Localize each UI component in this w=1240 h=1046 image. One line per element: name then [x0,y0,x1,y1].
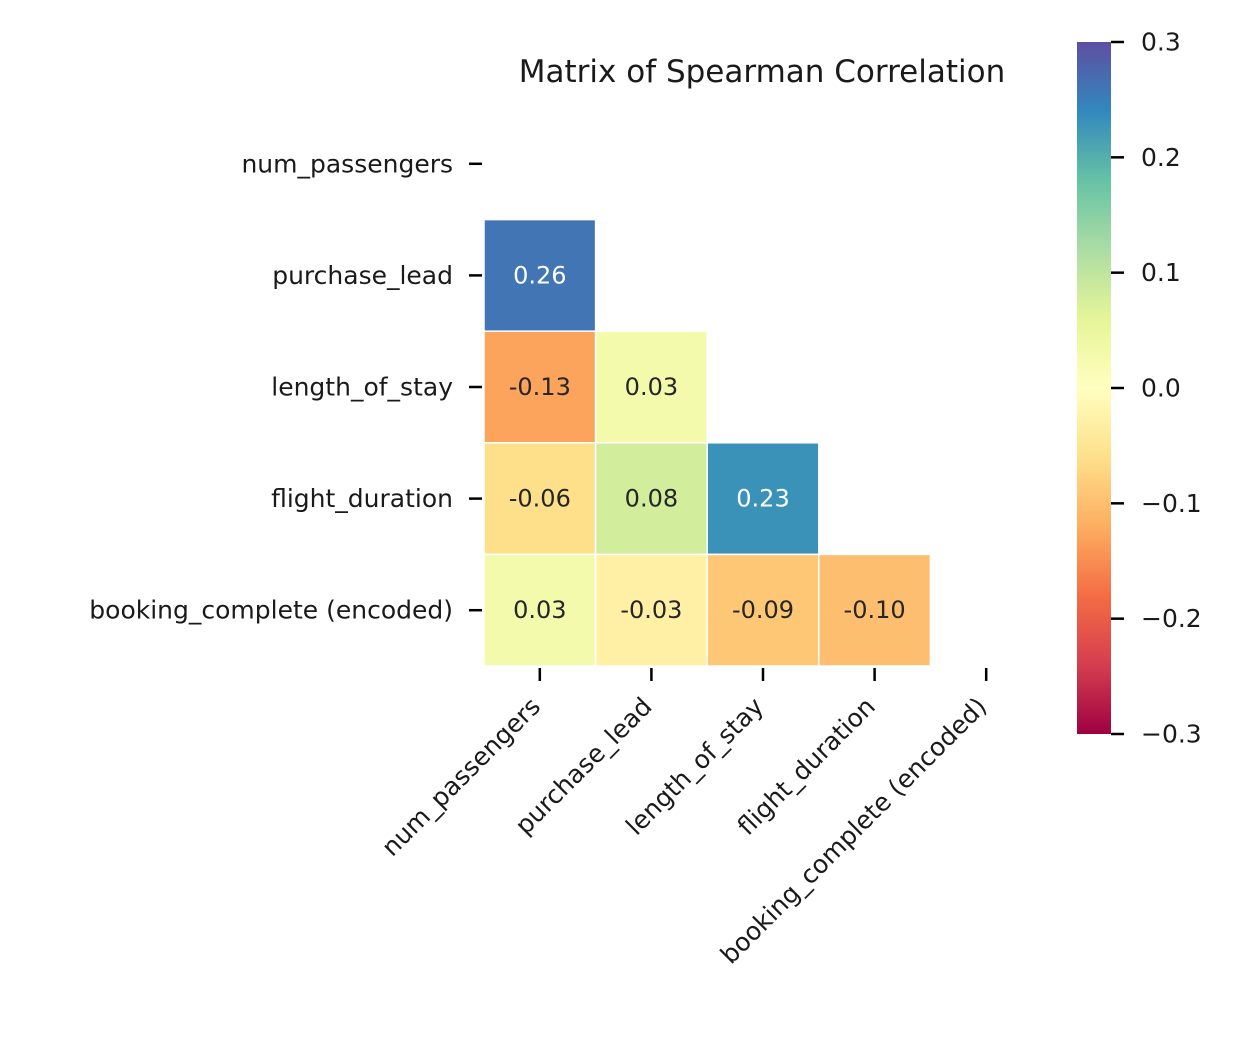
cell-value-label: 0.03 [513,596,566,624]
cell-value-label: 0.23 [736,485,789,513]
colorbar: 0.3 0.2 0.1 0.0 −0.1 −0.2 −0.3 [1077,28,1202,749]
cell-value-label: -0.03 [620,596,682,624]
colorbar-tick-label: 0.2 [1141,143,1181,172]
colorbar-tick-label: −0.3 [1141,720,1202,749]
heatmap-cell [483,553,597,667]
cell-value-label: -0.09 [732,596,794,624]
cell-value-label: 0.08 [625,485,678,513]
colorbar-gradient [1077,42,1111,734]
x-axis-ticks: num_passengerspurchase_leadlength_of_sta… [376,668,992,969]
cell-value-label: 0.03 [625,373,678,401]
colorbar-tick-label: −0.1 [1141,489,1202,518]
heatmap-cells: 0.26 -0.13 0.03 -0.06 0.08 0.23 0.03 -0.03 -0.09… [483,218,932,667]
colorbar-tick-label: 0.0 [1141,374,1181,403]
y-tick-label: length_of_stay [271,373,453,402]
cell-value-label: -0.10 [844,596,906,624]
cell-value-label: -0.06 [509,485,571,513]
chart-title: Matrix of Spearman Correlation [519,54,1005,90]
y-tick-label: flight_duration [271,484,453,513]
heatmap-cell [706,442,820,556]
heatmap-cell [594,330,708,444]
cell-value-label: -0.13 [509,373,571,401]
colorbar-ticks: 0.3 0.2 0.1 0.0 −0.1 −0.2 −0.3 [1111,28,1202,749]
y-tick-label: purchase_lead [272,261,453,290]
colorbar-tick-label: −0.2 [1141,604,1202,633]
colorbar-tick-label: 0.3 [1141,28,1181,57]
heatmap-cell [483,442,597,556]
y-axis-ticks: num_passengers purchase_lead length_of_sta… [89,149,482,625]
y-tick-label: num_passengers [241,149,453,178]
heatmap-cell [594,553,708,667]
x-tick-label: num_passengers [376,692,546,862]
heatmap-cell [818,553,932,667]
heatmap-cell [483,218,597,332]
heatmap-cell [594,442,708,556]
heatmap-cell [706,553,820,667]
cell-value-label: 0.26 [513,261,566,289]
y-tick-label: booking_complete (encoded) [89,596,453,625]
colorbar-tick-label: 0.1 [1141,258,1181,287]
heatmap-cell [483,330,597,444]
